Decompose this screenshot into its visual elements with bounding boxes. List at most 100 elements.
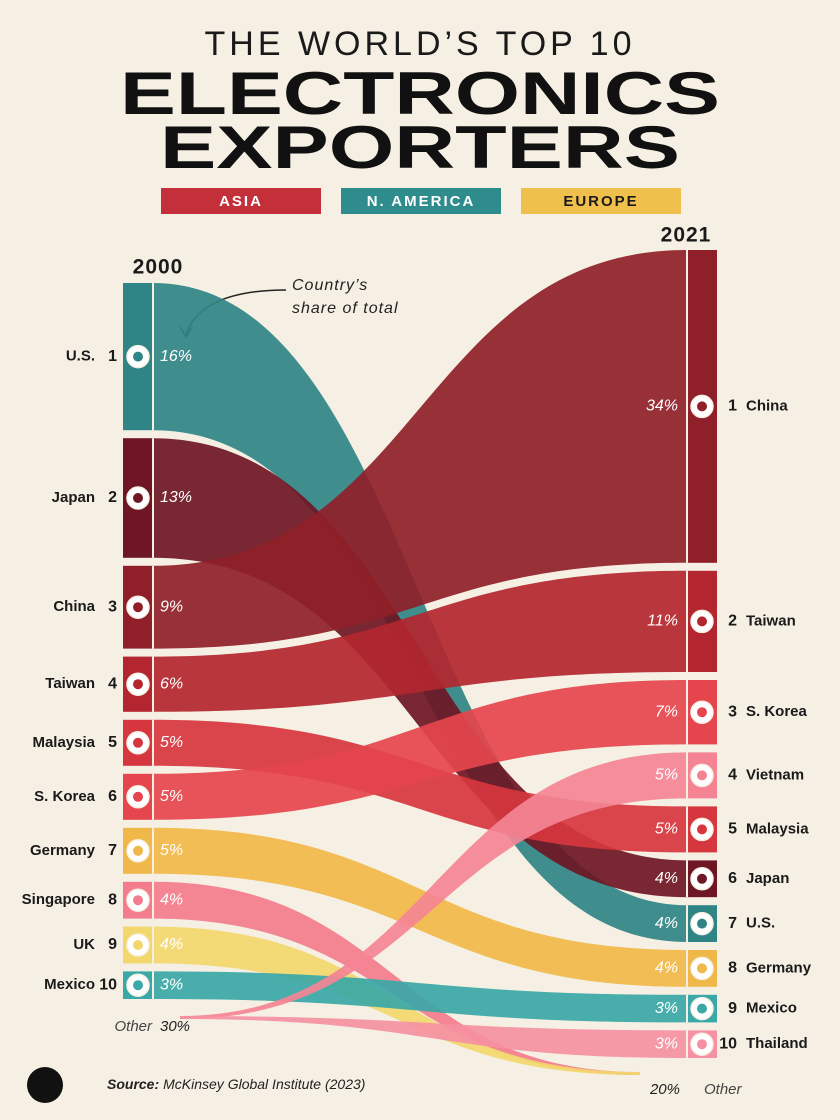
supertitle: THE WORLD’S TOP 10 xyxy=(205,25,636,63)
flag-emblem xyxy=(133,940,143,950)
flag-emblem xyxy=(133,737,143,748)
country: UK xyxy=(73,936,95,953)
value-label: 13% xyxy=(160,489,192,506)
value-label: 4% xyxy=(655,870,678,887)
value-label: 7% xyxy=(655,703,678,720)
flag-emblem xyxy=(133,602,143,613)
source-text: McKinsey Global Institute (2023) xyxy=(163,1076,365,1092)
value-label: 3% xyxy=(655,1035,678,1052)
flag-emblem xyxy=(133,791,143,802)
value-label: 4% xyxy=(655,915,678,932)
flag-emblem xyxy=(697,707,707,718)
flow xyxy=(153,250,687,649)
rank: 6 xyxy=(728,870,737,887)
legend-swatch xyxy=(341,188,501,214)
flag-emblem xyxy=(697,1003,707,1014)
flag-emblem xyxy=(133,845,143,856)
flows xyxy=(153,250,687,1075)
rank: 1 xyxy=(728,398,737,415)
legend-swatch xyxy=(521,188,681,214)
legend-swatch xyxy=(161,188,321,214)
country: Japan xyxy=(52,489,95,506)
other-value: 20% xyxy=(649,1081,680,1098)
other-label: Other xyxy=(704,1081,743,1098)
annotation: share of total xyxy=(292,300,399,317)
rank: 7 xyxy=(728,915,737,932)
foreground: ASIA N. AMERICA EUROPE16%1U.S.13%2Japan9%3… xyxy=(22,188,812,1098)
country: Singapore xyxy=(22,891,95,908)
rank: 5 xyxy=(108,734,117,751)
country: U.S. xyxy=(66,348,95,365)
source: Source: McKinsey Global Institute (2023) xyxy=(107,1076,365,1092)
flag-emblem xyxy=(697,873,707,884)
rank: 8 xyxy=(108,891,117,908)
year: 2000 xyxy=(133,256,184,279)
value-label: 16% xyxy=(160,348,192,365)
flow-from-other xyxy=(180,1016,687,1058)
rank: 2 xyxy=(108,489,117,506)
flag-emblem xyxy=(133,351,143,362)
rank: 3 xyxy=(108,598,117,615)
logo xyxy=(27,1067,63,1103)
country: Germany xyxy=(30,842,96,859)
rank: 1 xyxy=(108,348,117,365)
flag-emblem xyxy=(133,895,143,906)
value-label: 6% xyxy=(160,675,183,692)
rank: 2 xyxy=(728,613,737,630)
flow xyxy=(153,283,687,942)
value-label: 3% xyxy=(655,1000,678,1017)
country: S. Korea xyxy=(34,788,96,805)
rank: 3 xyxy=(728,703,737,720)
country: Taiwan xyxy=(746,612,796,629)
value-label: 34% xyxy=(646,398,678,415)
country: China xyxy=(53,598,95,615)
flow-from-other xyxy=(180,752,687,1019)
country: Malaysia xyxy=(746,820,809,837)
flow xyxy=(153,680,687,820)
flag-emblem xyxy=(697,918,707,929)
other-label: Other xyxy=(114,1018,153,1035)
flag-emblem xyxy=(133,980,143,991)
legend-label: ASIA xyxy=(219,193,263,210)
country: Malaysia xyxy=(32,734,95,751)
flag-emblem xyxy=(697,1039,707,1050)
value-label: 5% xyxy=(160,788,183,805)
rank: 9 xyxy=(728,1000,737,1017)
title: ELECTRONICS xyxy=(120,60,720,127)
flow xyxy=(153,570,687,712)
value-label: 5% xyxy=(655,767,678,784)
rank: 7 xyxy=(108,842,117,859)
country: Thailand xyxy=(746,1035,808,1052)
rank: 6 xyxy=(108,788,117,805)
rank: 5 xyxy=(728,821,737,838)
country: Germany xyxy=(746,959,812,976)
country: Vietnam xyxy=(746,766,804,783)
annotation: Country’s xyxy=(292,277,368,294)
value-label: 3% xyxy=(160,976,183,993)
rank: 9 xyxy=(108,936,117,953)
value-label: 5% xyxy=(160,734,183,751)
value-label: 5% xyxy=(655,821,678,838)
country: S. Korea xyxy=(746,703,808,720)
flag-emblem xyxy=(697,770,707,781)
rank: 4 xyxy=(728,767,737,784)
country: Mexico xyxy=(746,1000,797,1017)
value-label: 9% xyxy=(160,598,183,615)
rank: 10 xyxy=(99,976,117,993)
year: 2021 xyxy=(661,224,712,247)
legend-label: N. AMERICA xyxy=(367,193,476,210)
other-value: 30% xyxy=(160,1018,190,1035)
legend-label: EUROPE xyxy=(563,193,638,210)
country: Taiwan xyxy=(45,675,95,692)
flag-emblem xyxy=(133,679,143,690)
flow xyxy=(153,971,687,1023)
flag-emblem xyxy=(697,616,707,627)
flag-emblem xyxy=(697,824,707,835)
flow-to-other xyxy=(153,881,640,1075)
country: U.S. xyxy=(746,915,775,932)
value-label: 11% xyxy=(647,613,678,630)
rank: 4 xyxy=(108,675,117,692)
rank: 8 xyxy=(728,960,737,977)
country: China xyxy=(746,397,788,414)
